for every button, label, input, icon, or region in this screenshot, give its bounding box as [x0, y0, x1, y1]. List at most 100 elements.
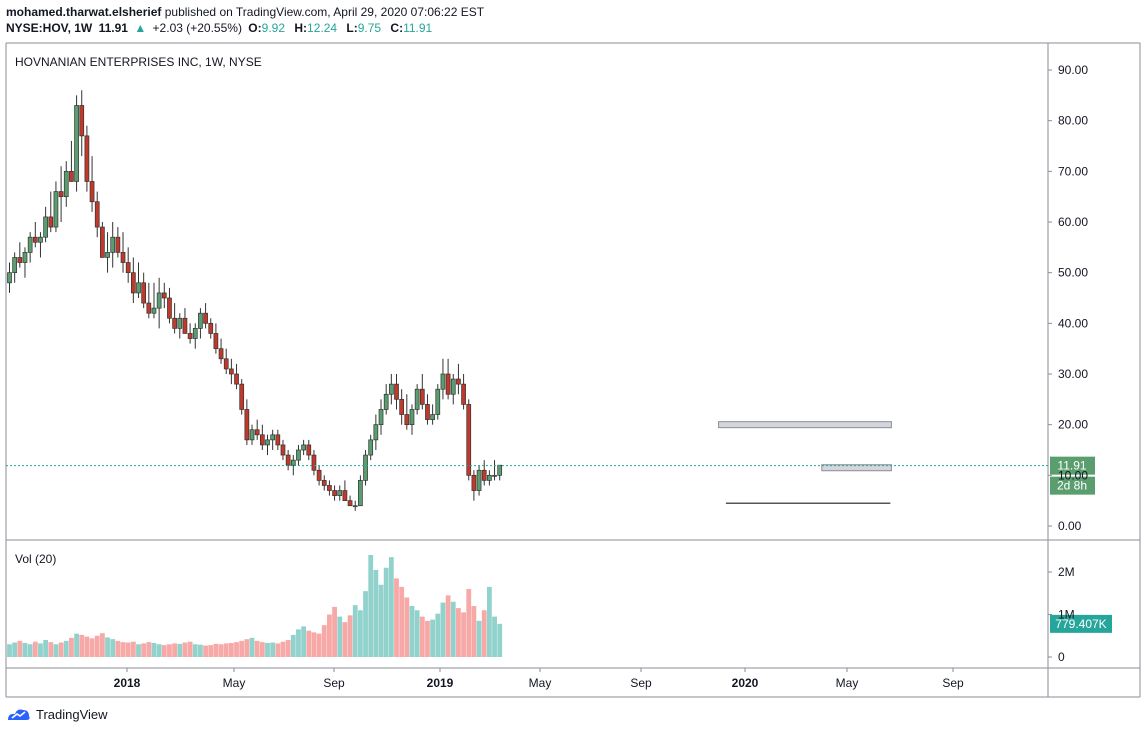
resistance-zone[interactable]	[718, 421, 892, 429]
volume-bar	[492, 616, 497, 657]
candle-body	[120, 252, 126, 263]
candle-body	[43, 216, 48, 238]
volume-bar	[136, 644, 141, 657]
volume-bar	[275, 643, 281, 657]
volume-bar	[394, 578, 399, 657]
price-tick: 20.00	[1058, 418, 1088, 432]
candle-body	[409, 409, 415, 426]
candle-body	[327, 485, 332, 491]
high-label: H:	[294, 21, 308, 35]
open-value: 9.92	[261, 21, 285, 35]
author-name[interactable]: mohamed.tharwat.elsherief	[6, 5, 162, 19]
volume-bar	[182, 642, 188, 657]
tradingview-logo[interactable]: TradingView	[6, 706, 108, 722]
candle-body	[425, 404, 430, 420]
volume-bar	[156, 644, 162, 657]
volume-bar	[53, 644, 59, 657]
candle-body	[38, 236, 43, 243]
resistance-zone[interactable]	[821, 464, 892, 472]
candle-body	[466, 404, 472, 476]
volume-bar	[399, 586, 405, 657]
volume-bar	[69, 637, 74, 657]
volume-tick: 1M	[1058, 608, 1075, 622]
volume-bar	[373, 569, 379, 657]
candle-body	[79, 105, 85, 137]
candle-body	[187, 333, 193, 339]
candle-body	[12, 257, 18, 274]
volume-bar	[218, 644, 224, 657]
volume-bar	[301, 626, 307, 657]
time-tick: 2020	[732, 676, 759, 690]
low-label: L:	[346, 21, 358, 35]
candle-body	[270, 434, 276, 441]
candle-body	[383, 393, 389, 410]
price-tick: 50.00	[1058, 266, 1088, 280]
volume-bar	[497, 623, 503, 657]
candle-body	[492, 474, 497, 477]
published-text: published on TradingView.com, April 29, …	[164, 5, 485, 19]
volume-bar	[208, 645, 214, 657]
close-label: C:	[390, 21, 404, 35]
candle-body	[32, 236, 38, 243]
volume-bar	[167, 644, 172, 657]
time-tick: May	[836, 676, 859, 690]
volume-bar	[151, 642, 157, 657]
volume-bar	[456, 608, 461, 657]
volume-bar	[99, 633, 105, 657]
candle-body	[74, 105, 79, 182]
candle-body	[156, 292, 162, 309]
candle-body	[27, 236, 33, 253]
volume-bar	[198, 644, 203, 657]
volume-bar	[192, 644, 198, 657]
volume-bar	[357, 610, 363, 657]
candle-body	[63, 170, 69, 198]
candle-body	[316, 469, 322, 481]
volume-bar	[161, 645, 167, 657]
candle-body	[445, 373, 451, 395]
price-tick: 60.00	[1058, 215, 1088, 229]
volume-bar	[146, 642, 152, 657]
candle-body	[259, 434, 265, 446]
candle-body	[115, 236, 121, 253]
volume-tick: 0	[1058, 650, 1065, 664]
volume-bar	[94, 635, 100, 657]
up-arrow-icon: ▲	[134, 21, 147, 35]
candle-body	[254, 429, 260, 436]
volume-bar	[342, 622, 348, 657]
volume-bar	[290, 634, 296, 657]
volume-bar	[223, 643, 229, 657]
candle-body	[275, 434, 281, 446]
volume-bar	[471, 606, 477, 657]
volume-bar	[486, 586, 492, 657]
candle-body	[414, 388, 420, 410]
candle-body	[373, 424, 379, 441]
price-tick: 70.00	[1058, 164, 1088, 178]
volume-bar	[130, 641, 136, 657]
volume-bar	[58, 642, 64, 657]
change-value: +2.03 (+20.55%)	[152, 21, 242, 35]
volume-bar	[414, 610, 420, 657]
countdown-tag	[1050, 476, 1095, 495]
candle-body	[130, 272, 136, 294]
volume-bar	[352, 605, 358, 657]
candle-body	[161, 292, 167, 299]
candle-body	[146, 302, 152, 314]
candle-body	[17, 257, 23, 263]
volume-bar	[425, 620, 430, 657]
countdown-label: 2d 8h	[1057, 479, 1087, 493]
candle-body	[22, 252, 28, 263]
volume-bar	[38, 643, 43, 657]
candle-body	[290, 459, 296, 466]
volume-bar	[363, 591, 368, 657]
volume-bar	[430, 619, 436, 657]
chart-header: mohamed.tharwat.elsherief published on T…	[6, 4, 484, 36]
chart-frame	[5, 42, 1141, 698]
volume-bar	[7, 644, 12, 657]
volume-bar	[115, 640, 121, 657]
price-chart[interactable]: HOVNANIAN ENTERPRISES INC, 1W, NYSE 11.9…	[0, 0, 1147, 700]
candle-body	[419, 388, 425, 405]
candle-body	[358, 480, 363, 507]
volume-bar	[48, 642, 54, 657]
volume-bar	[32, 641, 38, 657]
candle-body	[481, 469, 487, 481]
